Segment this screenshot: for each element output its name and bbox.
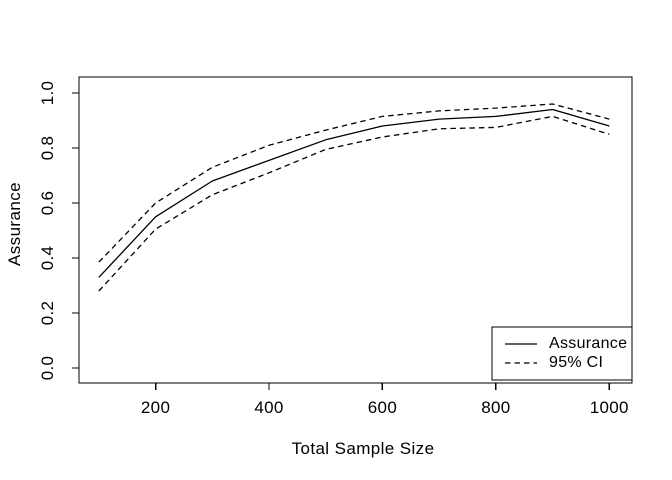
- plot-box: [78, 76, 633, 384]
- y-tick-label-0.0: 0.0: [38, 355, 57, 381]
- x-axis-title: Total Sample Size: [291, 439, 435, 458]
- ci-upper-line: [98, 103, 610, 263]
- y-tick-label-0.8: 0.8: [38, 135, 57, 161]
- x-tick-label-800: 800: [481, 398, 511, 417]
- x-tick-label-400: 400: [254, 398, 284, 417]
- assurance-line: [98, 108, 610, 278]
- ci-lower-line: [98, 115, 610, 292]
- legend-entry-ci-label: 95% CI: [549, 354, 604, 371]
- y-axis-title: Assurance: [5, 182, 24, 266]
- x-tick-label-600: 600: [367, 398, 398, 417]
- y-tick-label-1.0: 1.0: [38, 80, 57, 106]
- legend-entry-assurance-label: Assurance: [549, 335, 628, 352]
- legend-box: [491, 326, 633, 381]
- x-tick-label-1000: 1000: [589, 398, 629, 417]
- y-tick-label-0.4: 0.4: [38, 245, 57, 271]
- x-tick-label-200: 200: [140, 398, 171, 417]
- y-tick-label-0.2: 0.2: [38, 300, 57, 326]
- y-tick-label-0.6: 0.6: [38, 190, 57, 216]
